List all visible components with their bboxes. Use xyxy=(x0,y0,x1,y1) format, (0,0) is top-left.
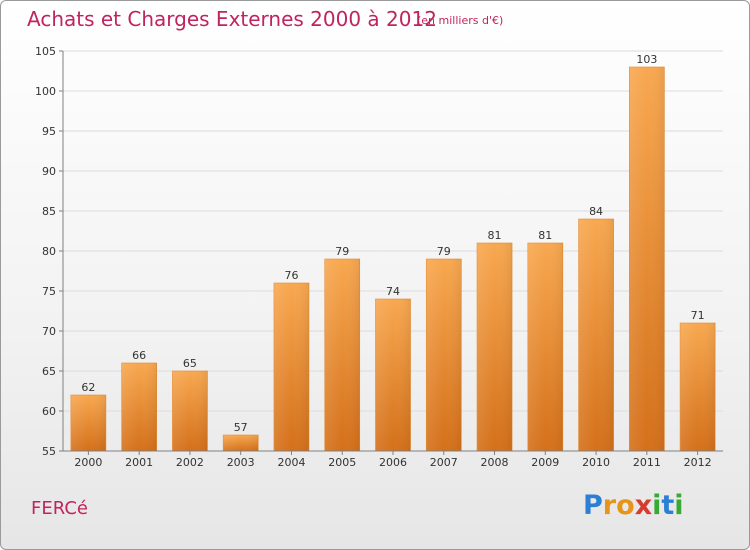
logo-letter: x xyxy=(634,490,653,521)
y-tick-label: 90 xyxy=(42,165,56,178)
logo-letter: i xyxy=(652,490,662,521)
y-tick-label: 105 xyxy=(35,45,56,58)
chart-title: Achats et Charges Externes 2000 à 2012 xyxy=(27,7,437,31)
y-tick-label: 100 xyxy=(35,85,56,98)
data-label: 74 xyxy=(386,285,400,298)
y-tick-label: 85 xyxy=(42,205,56,218)
x-tick-label: 2009 xyxy=(531,456,559,469)
commune-name: FERCé xyxy=(31,498,88,519)
data-label: 66 xyxy=(132,349,146,362)
data-label: 103 xyxy=(636,53,657,66)
logo-letter: P xyxy=(583,490,603,521)
data-label: 81 xyxy=(538,229,552,242)
data-label: 57 xyxy=(234,421,248,434)
x-tick-label: 2003 xyxy=(227,456,255,469)
x-tick-label: 2005 xyxy=(328,456,356,469)
x-tick-label: 2007 xyxy=(430,456,458,469)
data-label: 81 xyxy=(488,229,502,242)
y-tick-label: 70 xyxy=(42,325,56,338)
y-tick-label: 60 xyxy=(42,405,56,418)
x-tick-label: 2008 xyxy=(481,456,509,469)
data-label: 79 xyxy=(335,245,349,258)
data-label: 71 xyxy=(691,309,705,322)
y-tick-label: 95 xyxy=(42,125,56,138)
logo-letter: t xyxy=(661,490,675,521)
logo-letter: o xyxy=(616,490,635,521)
bar-shine xyxy=(375,299,411,451)
y-tick-label: 80 xyxy=(42,245,56,258)
data-label: 84 xyxy=(589,205,603,218)
data-label: 62 xyxy=(81,381,95,394)
bar-shine xyxy=(477,243,513,451)
x-tick-label: 2001 xyxy=(125,456,153,469)
y-tick-label: 55 xyxy=(42,445,56,458)
bar-shine xyxy=(172,371,208,451)
bar-shine xyxy=(223,435,259,451)
logo-letter: r xyxy=(602,490,617,521)
x-tick-label: 2000 xyxy=(74,456,102,469)
proxiti-logo[interactable]: Proxiti xyxy=(583,490,684,521)
bar-shine xyxy=(426,259,462,451)
x-tick-label: 2004 xyxy=(277,456,305,469)
data-label: 76 xyxy=(284,269,298,282)
bar-layer: 62 66 65 57 76 79 74 79 81 81 84 103 71 xyxy=(70,53,716,452)
y-tick-label: 75 xyxy=(42,285,56,298)
bar-shine xyxy=(629,67,665,451)
bar-shine xyxy=(527,243,563,451)
bar-shine xyxy=(70,395,106,451)
bar-shine xyxy=(324,259,360,451)
logo-letter: i xyxy=(674,490,684,521)
axis-layer: 55 60 65 70 75 80 85 90 95 100 105 2000 2001 2002 2003… xyxy=(35,45,723,469)
data-label: 65 xyxy=(183,357,197,370)
y-tick-label: 65 xyxy=(42,365,56,378)
bar-shine xyxy=(121,363,157,451)
bar-shine xyxy=(578,219,614,451)
x-tick-label: 2012 xyxy=(684,456,712,469)
bar-shine xyxy=(273,283,309,451)
data-label: 79 xyxy=(437,245,451,258)
bar-shine xyxy=(680,323,716,451)
x-tick-label: 2011 xyxy=(633,456,661,469)
x-tick-label: 2010 xyxy=(582,456,610,469)
x-tick-label: 2006 xyxy=(379,456,407,469)
x-tick-label: 2002 xyxy=(176,456,204,469)
chart-subtitle: (en milliers d'€) xyxy=(417,14,504,27)
